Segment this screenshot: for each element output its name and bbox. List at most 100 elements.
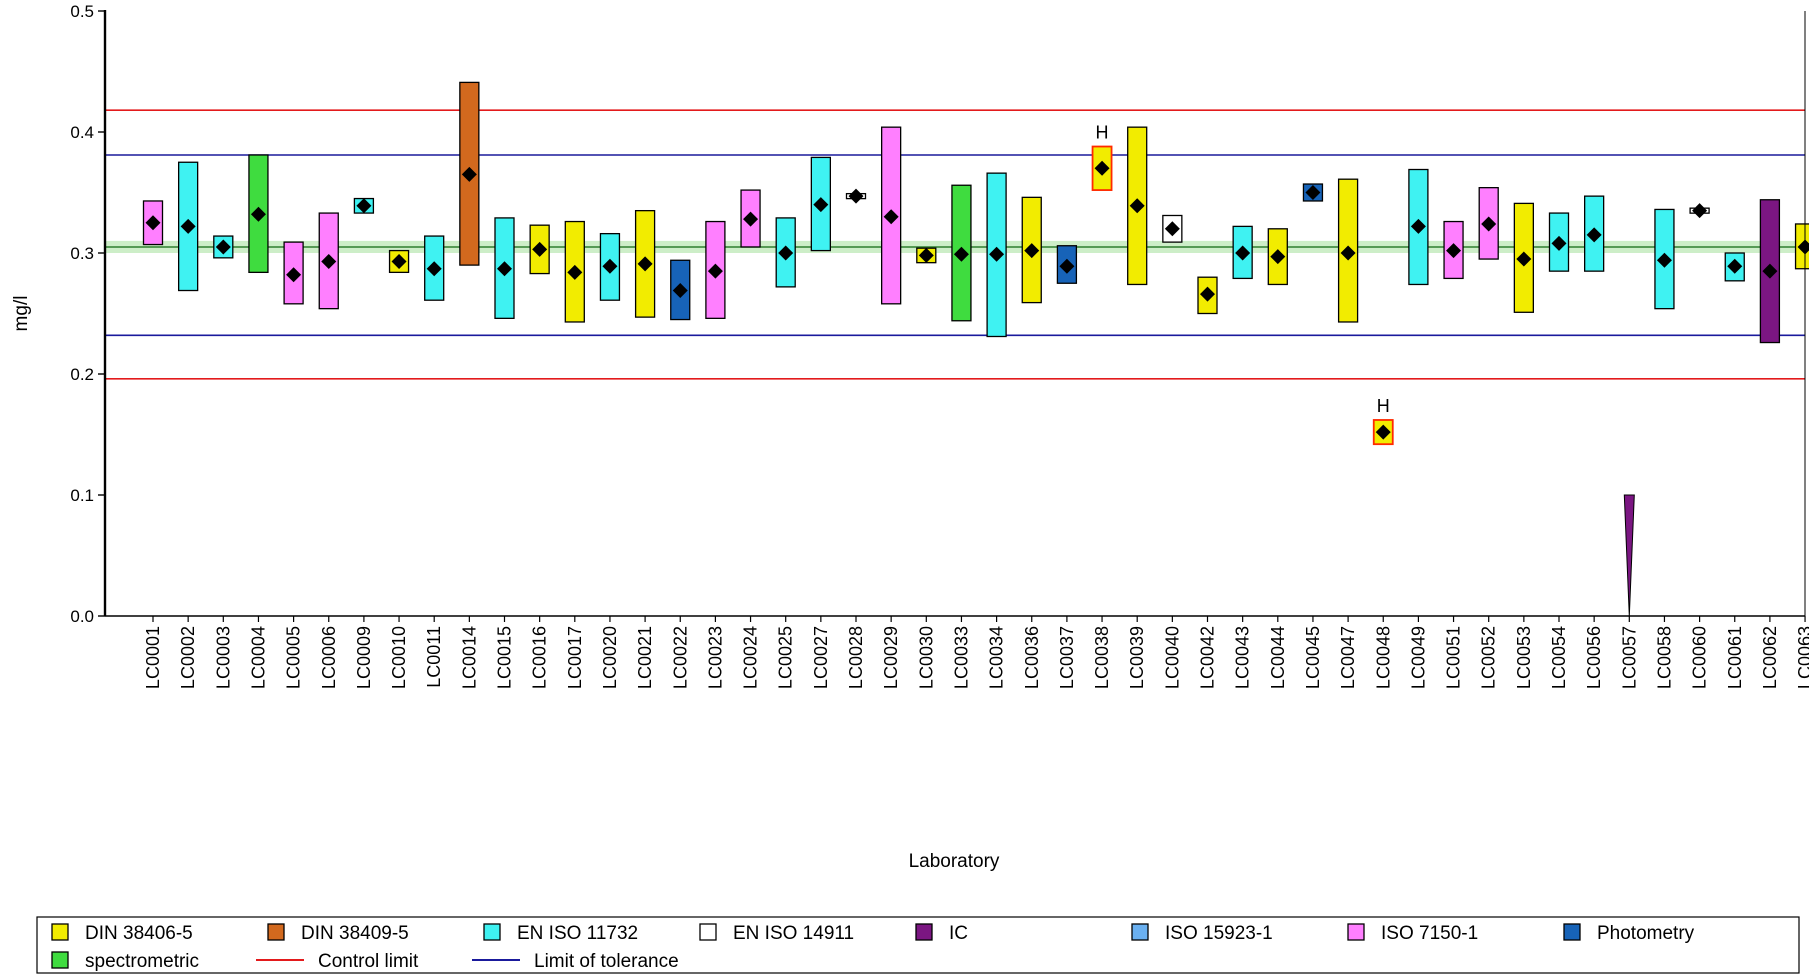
lab-interval-lc0001: [142, 200, 164, 246]
legend: DIN 38406-5 DIN 38409-5 EN ISO 11732 EN ISO…: [36, 916, 1800, 974]
x-tick-label: LC0062: [1760, 626, 1780, 689]
legend-item-iso-7150-1: ISO 7150-1: [1347, 923, 1478, 944]
x-tick-label: LC0039: [1127, 626, 1147, 689]
axes: 0.0 0.1 0.2 0.3 0.4 0.5: [70, 2, 1806, 626]
lab-interval-lc0021: [634, 209, 656, 318]
lab-interval-lc0028: [845, 188, 867, 204]
flag-label: H: [1096, 123, 1109, 143]
value-marker: [1200, 286, 1215, 302]
legend-swatch: [51, 951, 69, 969]
legend-label: EN ISO 11732: [517, 923, 638, 944]
x-tick-label: LC0011: [424, 626, 444, 688]
x-tick-labels: LC0001 LC0002 LC0003 LC0004 LC0005 LC0006 LC00…: [143, 616, 1809, 689]
value-marker: [1235, 245, 1251, 261]
lab-interval-lc0036: [1021, 196, 1042, 304]
legend-swatch: [699, 923, 717, 941]
lab-interval-lc0052: [1478, 187, 1499, 260]
legend-label: IC: [949, 923, 968, 944]
x-tick-label: LC0021: [635, 626, 655, 689]
value-marker: [1692, 203, 1708, 219]
lab-interval-lc0037: [1056, 245, 1078, 284]
lab-interval-lc0058: [1654, 208, 1675, 310]
value-marker: [1164, 221, 1180, 237]
x-tick-label: LC0017: [565, 626, 585, 689]
legend-item-limit-of-tolerance: Limit of tolerance: [472, 951, 679, 972]
y-tick-label: 0.5: [70, 2, 94, 21]
lab-interval-lc0004: [248, 154, 269, 274]
x-tick-label: LC0030: [916, 626, 936, 689]
x-tick-label: LC0057: [1619, 626, 1639, 689]
lab-interval-lc0010: [388, 249, 410, 274]
x-tick-label: LC0005: [284, 626, 304, 689]
value-marker: [1270, 249, 1286, 265]
value-marker: [426, 261, 442, 277]
value-marker: [1446, 243, 1462, 259]
lab-interval-lc0011: [424, 235, 445, 301]
lab-interval-lc0038: H: [1091, 123, 1113, 191]
legend-item-din-38406-5: DIN 38406-5: [51, 923, 193, 944]
value-marker: [532, 241, 548, 257]
x-tick-label: LC0015: [495, 626, 515, 689]
lab-interval-lc0025: [775, 217, 796, 288]
lab-interval-lc0056: [1584, 195, 1605, 272]
lab-interval-lc0044: [1267, 228, 1288, 286]
legend-swatch: [51, 923, 69, 941]
x-tick-label: LC0042: [1198, 626, 1218, 689]
lab-interval-lc0020: [599, 232, 621, 301]
value-marker: [953, 246, 969, 262]
x-tick-label: LC0040: [1162, 626, 1182, 689]
legend-swatch: [1347, 923, 1365, 941]
lab-interval-lc0040: [1162, 214, 1183, 243]
lab-interval-lc0061: [1724, 252, 1745, 282]
lab-interval-lc0016: [529, 224, 550, 275]
x-tick-label: LC0054: [1549, 626, 1569, 689]
lab-interval-lc0029: [881, 126, 902, 305]
x-tick-label: LC0002: [178, 626, 198, 689]
lab-interval-lc0003: [213, 235, 234, 259]
value-marker: [989, 246, 1005, 262]
x-tick-label: LC0020: [600, 626, 620, 689]
x-tick-label: LC0034: [987, 626, 1007, 689]
value-marker: [1410, 218, 1426, 234]
x-tick-label: LC0056: [1584, 626, 1604, 689]
lab-interval-lc0024: [740, 189, 761, 248]
x-tick-label: LC0033: [951, 626, 971, 689]
value-marker: [1024, 243, 1040, 259]
x-tick-label: LC0053: [1514, 626, 1534, 689]
interval-wedge: [1623, 494, 1635, 617]
value-marker: [497, 261, 512, 277]
lab-interval-lc0045: [1302, 183, 1324, 202]
value-marker: [1129, 198, 1145, 214]
lab-interval-lc0043: [1232, 225, 1253, 280]
legend-item-en-iso-11732: EN ISO 11732: [483, 923, 638, 944]
value-marker: [461, 166, 477, 182]
value-marker: [1094, 160, 1110, 176]
lab-interval-lc0023: [705, 220, 726, 319]
x-tick-label: LC0023: [705, 626, 725, 689]
value-marker: [391, 253, 407, 269]
value-marker: [1586, 227, 1602, 243]
lab-interval-lc0053: [1513, 202, 1534, 313]
lab-interval-lc0063: [1794, 223, 1809, 270]
value-marker: [707, 263, 723, 279]
lab-interval-lc0030: [916, 247, 937, 264]
lab-interval-lc0022: [670, 259, 691, 321]
value-marker: [1727, 258, 1743, 274]
value-marker: [883, 209, 899, 225]
legend-item-control-limit: Control limit: [256, 951, 419, 972]
x-tick-label: LC0049: [1408, 626, 1428, 689]
y-tick-label: 0.3: [70, 244, 94, 263]
legend-item-iso-15923-1: ISO 15923-1: [1131, 923, 1273, 944]
value-marker: [286, 267, 302, 283]
lab-interval-lc0054: [1548, 212, 1570, 272]
lab-interval-lc0051: [1443, 220, 1464, 280]
lab-interval-lc0057: [1623, 494, 1635, 617]
x-tick-label: LC0014: [459, 626, 479, 689]
value-marker: [1797, 239, 1809, 255]
y-tick-label: 0.0: [70, 607, 94, 626]
x-tick-label: LC0016: [530, 626, 550, 689]
x-tick-label: LC0052: [1479, 626, 1499, 689]
legend-label: Photometry: [1597, 923, 1695, 944]
x-tick-label: LC0006: [319, 626, 339, 689]
lab-interval-lc0047: [1337, 178, 1359, 323]
